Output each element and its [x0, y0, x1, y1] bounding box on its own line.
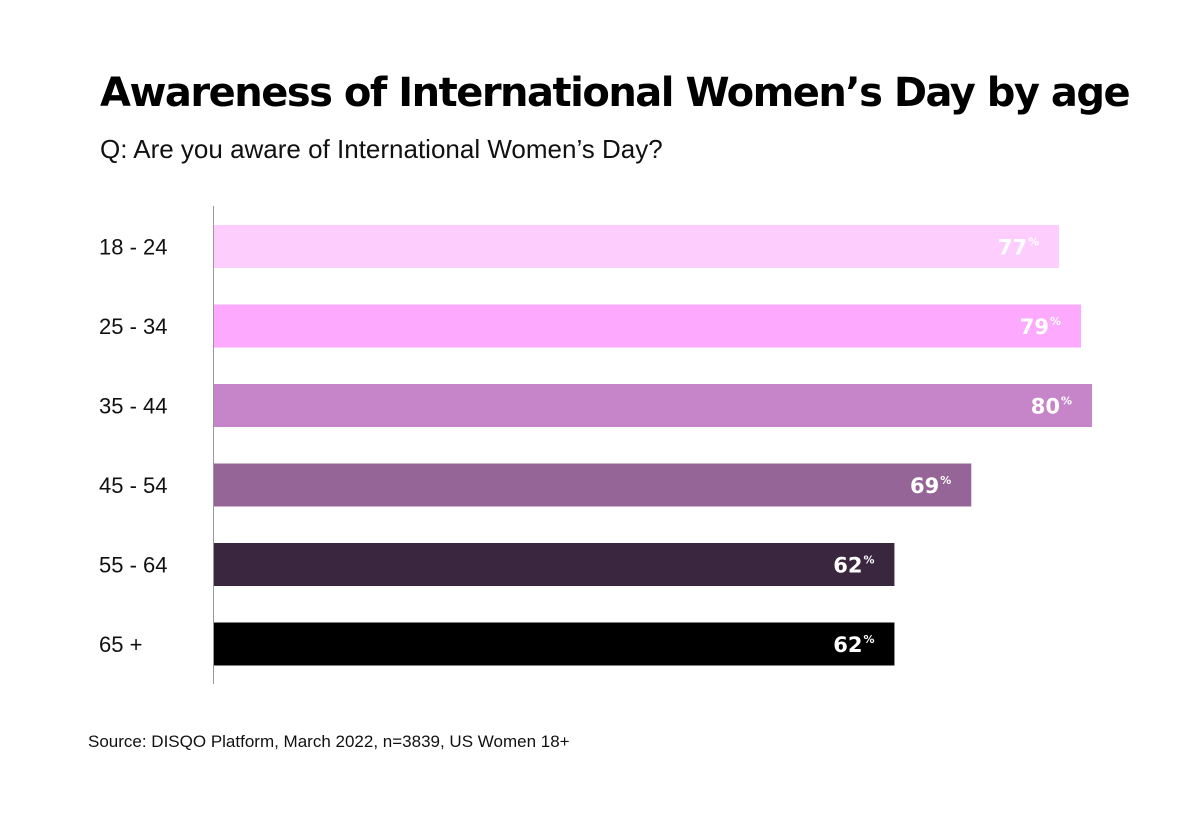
chart-subtitle: Q: Are you aware of International Women’…	[100, 134, 663, 164]
category-label: 35 - 44	[99, 394, 168, 419]
bar	[214, 543, 895, 586]
category-label: 55 - 64	[99, 553, 168, 578]
bars-group: 18 - 24 77 % 25 - 34 79 % 35 - 44 80 % 45 - 54 69%…	[99, 225, 1092, 666]
bar	[214, 304, 1082, 348]
category-label: 25 - 34	[99, 314, 168, 339]
value-label: 80	[1031, 395, 1060, 419]
value-unit: %	[863, 554, 874, 567]
value-unit: %	[1050, 315, 1061, 328]
bar	[214, 225, 1060, 268]
value-unit: %	[1028, 236, 1039, 249]
bar	[214, 463, 972, 507]
value-unit: %	[940, 474, 951, 487]
bar	[214, 384, 1092, 427]
category-label: 45 - 54	[99, 473, 168, 498]
value-unit: %	[863, 633, 874, 646]
category-label: 18 - 24	[99, 235, 168, 260]
value-unit: %	[1061, 395, 1072, 408]
category-label: 65 +	[99, 632, 142, 657]
source-note: Source: DISQO Platform, March 2022, n=38…	[88, 732, 570, 751]
value-label: 79	[1020, 315, 1049, 339]
bar	[214, 622, 895, 666]
value-label: 62	[833, 554, 862, 578]
value-label: 77	[998, 236, 1027, 260]
chart-title: Awareness of International Women’s Day b…	[100, 70, 1131, 116]
value-label: 62	[833, 633, 862, 657]
value-label: 69	[910, 474, 939, 498]
